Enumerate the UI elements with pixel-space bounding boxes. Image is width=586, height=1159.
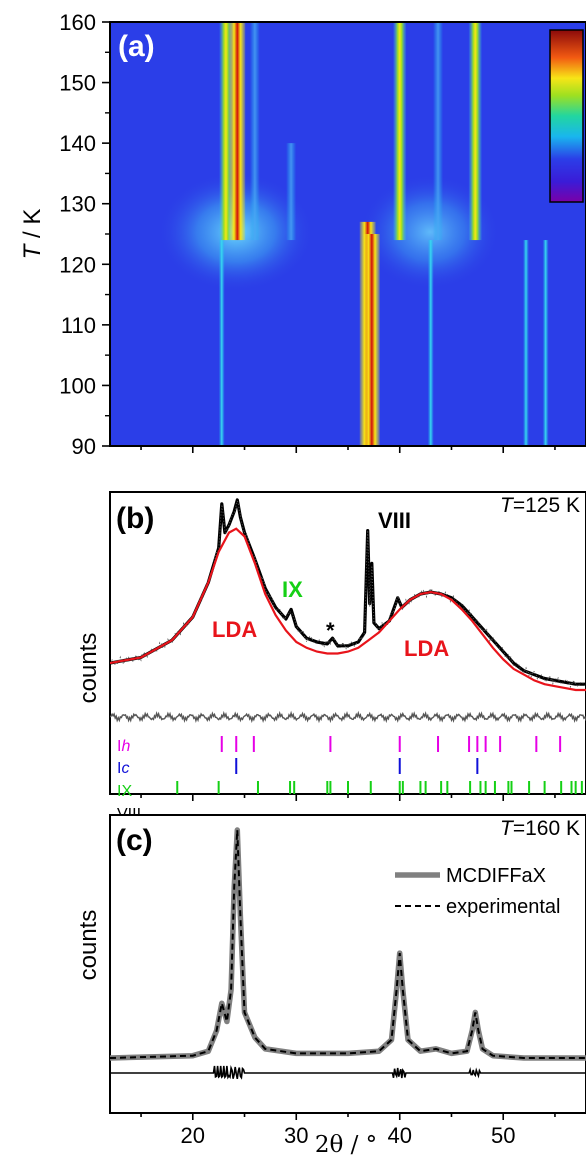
heatmap-stripe (229, 22, 246, 241)
experimental-curve-c (110, 829, 586, 1059)
reflection-label: Ic (117, 760, 129, 777)
panel-a: (a) 90 100 110 120 130 140 150 160 T / K (19, 10, 586, 459)
y-tick-label: 110 (61, 313, 96, 338)
y-axis-title-temperature: T / K (19, 209, 46, 260)
heatmap-stripe (219, 22, 233, 241)
y-axis-temperature: 90 100 110 120 130 140 150 160 (59, 10, 110, 459)
y-axis-title-counts-c: counts (75, 910, 102, 981)
annotation-star: * (326, 618, 335, 643)
heatmap-stripe (433, 22, 444, 241)
y-tick-label: 90 (72, 434, 96, 459)
heatmap-stripe (286, 143, 297, 241)
y-tick-label: 140 (59, 131, 96, 156)
x-tick-label: 40 (387, 1123, 411, 1148)
y-axis-title-counts-b: counts (75, 633, 102, 704)
legend: MCDIFFaX experimental (395, 865, 561, 918)
x-axis-ticks-a (140, 446, 556, 453)
legend-label-experimental: experimental (446, 896, 561, 918)
heatmap-stripes (218, 22, 549, 446)
lda-fit-curve (110, 527, 586, 692)
x-axis-c: 20 30 40 50 (140, 1113, 556, 1148)
y-tick-label: 100 (59, 373, 96, 398)
annotation-ix: IX (282, 577, 303, 602)
heatmap-stripe (363, 234, 380, 446)
heatmap-stripe (393, 22, 407, 241)
y-tick-label: 150 (59, 71, 96, 96)
experimental-noise-b (110, 499, 586, 689)
annotation-lda-right: LDA (404, 636, 449, 661)
temperature-label-c: T=160 K (500, 817, 580, 840)
heatmap-stripe (218, 240, 225, 446)
heatmap-stripe (468, 22, 482, 241)
x-axis-ticks-b (140, 794, 556, 801)
x-tick-label: 20 (181, 1123, 205, 1148)
residual-curve-b (110, 710, 586, 724)
x-tick-label: 50 (491, 1123, 515, 1148)
y-tick-label: 130 (59, 192, 96, 217)
x-axis-title: 2θ / ° (315, 1132, 377, 1158)
panel-label-b: (b) (116, 502, 154, 535)
temperature-label-b: T=125 K (500, 494, 580, 517)
annotation-lda-left: LDA (212, 617, 257, 642)
panel-c-frame (109, 814, 586, 1114)
legend-label-mcdiffax: MCDIFFaX (446, 865, 546, 887)
heatmap-stripe (542, 240, 549, 446)
heatmap-stripe (522, 240, 529, 446)
panel-label-a: (a) (118, 30, 155, 63)
panel-c: (c) T=160 K MCDIFFaX experimental counts… (75, 814, 586, 1158)
heatmap-stripe (427, 240, 434, 446)
x-tick-label: 30 (284, 1123, 308, 1148)
y-tick-label: 120 (59, 252, 96, 277)
panel-label-c: (c) (116, 824, 153, 857)
annotation-viii: VIII (378, 508, 411, 533)
panel-b-frame (109, 491, 586, 795)
residual-curve-c (110, 1064, 586, 1080)
reflection-label: IX (117, 783, 132, 800)
experimental-curve-b (110, 498, 586, 686)
y-tick-label: 160 (59, 10, 96, 35)
reflection-markers (176, 736, 583, 794)
reflection-label: Ih (117, 738, 130, 755)
colorbar (549, 29, 584, 203)
panel-b: (b) T=125 K VIII IX LDA LDA * counts Ih I… (75, 491, 586, 823)
heatmap-stripe (249, 22, 260, 241)
